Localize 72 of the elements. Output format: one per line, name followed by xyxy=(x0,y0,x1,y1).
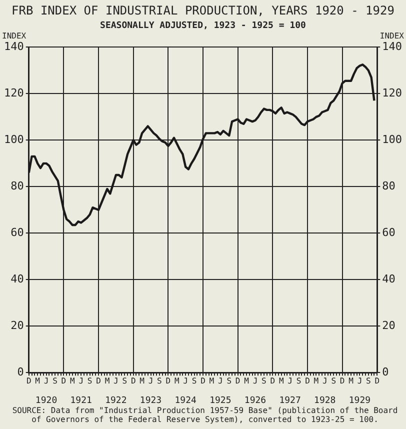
x-tick-label: J xyxy=(78,376,84,386)
y-axis-title: INDEX xyxy=(2,31,26,40)
x-tick-label: D xyxy=(340,376,345,386)
x-tick-label: S xyxy=(366,376,372,386)
y2-tick-label: 20 xyxy=(382,318,396,332)
x-tick-label: M xyxy=(35,376,40,386)
source-note: SOURCE: Data from "Industrial Production 1957-59 Base" (publication of the Board of Governors of the Federal Reserve System), converted to 1923-25 = 100. xyxy=(11,406,399,424)
x-tick-label: S xyxy=(226,376,232,386)
y2-axis-title: INDEX xyxy=(380,31,404,40)
x-tick-label: J xyxy=(114,376,118,386)
y2-tick-label: 40 xyxy=(382,272,396,286)
x-tick-label: M xyxy=(244,376,250,386)
x2-tick-label: 1928 xyxy=(314,396,336,406)
x-tick-label: M xyxy=(140,376,145,386)
x2-tick-label: 1921 xyxy=(70,396,92,406)
x2-tick-label: 1924 xyxy=(174,396,196,406)
x-tick-label: M xyxy=(314,376,319,386)
x-tick-label: M xyxy=(104,376,110,386)
x-tick-label: D xyxy=(270,376,276,386)
x-tick-label: J xyxy=(44,376,49,386)
x2-tick-label: 1922 xyxy=(105,396,127,406)
x2-tick-label: 1925 xyxy=(210,396,232,406)
x-tick-label: D xyxy=(130,376,136,386)
y-tick-label: 60 xyxy=(10,226,24,239)
chart-subtitle: SEASONALLY ADJUSTED, 1923 - 1925 = 100 xyxy=(100,21,306,32)
x-tick-label: D xyxy=(305,376,310,386)
x-tick-label: S xyxy=(262,376,267,386)
x-tick-label: S xyxy=(87,376,92,386)
x-tick-label: J xyxy=(322,376,328,386)
x-tick-label: D xyxy=(26,376,32,386)
x-tick-label: D xyxy=(200,376,206,386)
x-tick-label: S xyxy=(331,376,336,386)
x-tick-label: M xyxy=(278,376,284,386)
x-tick-label: S xyxy=(192,376,197,386)
x-tick-label: J xyxy=(288,376,292,386)
y2-tick-label: 120 xyxy=(382,86,402,100)
y-tick-label: 140 xyxy=(4,40,24,54)
x2-tick-label: 1923 xyxy=(140,396,162,406)
x2-tick-label: 1926 xyxy=(244,396,266,406)
x-tick-label: D xyxy=(235,376,240,386)
x-tick-label: D xyxy=(166,376,171,386)
y-tick-label: 20 xyxy=(10,318,24,332)
y-tick-label: 80 xyxy=(10,180,24,193)
x-tick-label: S xyxy=(296,376,302,386)
y-tick-label: 40 xyxy=(10,272,24,286)
y2-tick-label: 80 xyxy=(382,180,396,193)
x-tick-label: M xyxy=(70,376,75,386)
x-tick-label: S xyxy=(157,376,162,386)
x2-tick-label: 1927 xyxy=(279,396,301,406)
x2-tick-label: 1920 xyxy=(35,396,58,406)
x-tick-label: J xyxy=(183,376,188,386)
y-tick-label: 120 xyxy=(4,86,24,100)
x-tick-label: J xyxy=(252,376,258,386)
x-tick-label: D xyxy=(61,376,66,386)
x-tick-label: M xyxy=(174,376,180,386)
x-tick-label: J xyxy=(357,376,362,386)
x-tick-label: S xyxy=(52,376,58,386)
x-tick-label: S xyxy=(122,376,128,386)
y2-tick-label: 60 xyxy=(382,226,396,239)
y2-tick-label: 100 xyxy=(382,133,402,146)
x2-tick-label: 1929 xyxy=(348,396,371,406)
chart-title: FRB INDEX OF INDUSTRIAL PRODUCTION, YEARS 1920 - 1929 xyxy=(12,3,394,18)
y2-tick-label: 0 xyxy=(382,365,389,378)
y2-tick-label: 140 xyxy=(382,40,402,54)
x-tick-label: M xyxy=(209,376,214,386)
x-tick-label: D xyxy=(374,376,380,386)
x-tick-label: J xyxy=(148,376,154,386)
y-tick-label: 0 xyxy=(17,365,24,378)
y-tick-label: 100 xyxy=(4,133,24,146)
x-tick-label: M xyxy=(348,376,354,386)
x-tick-label: D xyxy=(96,376,102,386)
x-tick-label: J xyxy=(218,376,223,386)
